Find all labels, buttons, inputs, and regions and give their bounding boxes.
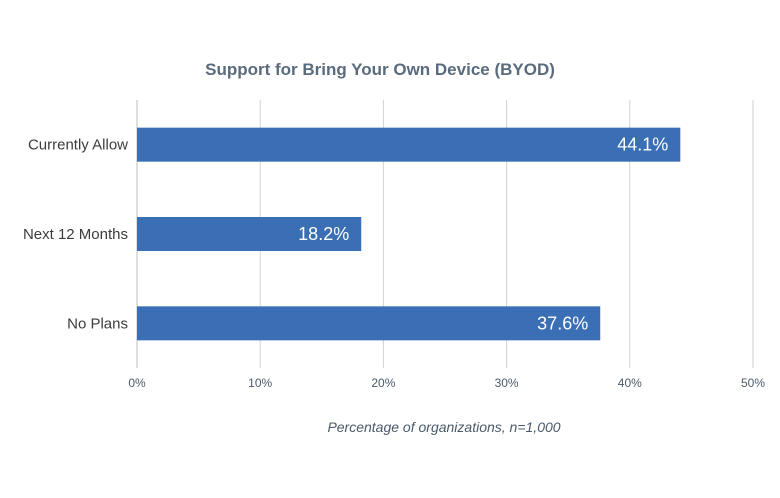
chart-title: Support for Bring Your Own Device (BYOD): [205, 60, 555, 79]
category-label: No Plans: [67, 315, 128, 332]
category-label: Currently Allow: [28, 137, 128, 154]
data-label: 37.6%: [537, 313, 588, 333]
category-label: Next 12 Months: [23, 226, 128, 243]
bar: [137, 306, 601, 341]
x-tick-label: 50%: [741, 376, 765, 390]
bar: [137, 127, 681, 162]
x-axis-label: Percentage of organizations, n=1,000: [327, 419, 560, 435]
x-tick-label: 10%: [248, 376, 272, 390]
bar: [137, 217, 362, 251]
x-tick-label: 0%: [128, 376, 146, 390]
data-label: 44.1%: [617, 135, 668, 155]
x-tick-label: 40%: [618, 376, 642, 390]
x-tick-label: 20%: [371, 376, 395, 390]
x-tick-label: 30%: [495, 376, 519, 390]
data-label: 18.2%: [298, 224, 349, 244]
